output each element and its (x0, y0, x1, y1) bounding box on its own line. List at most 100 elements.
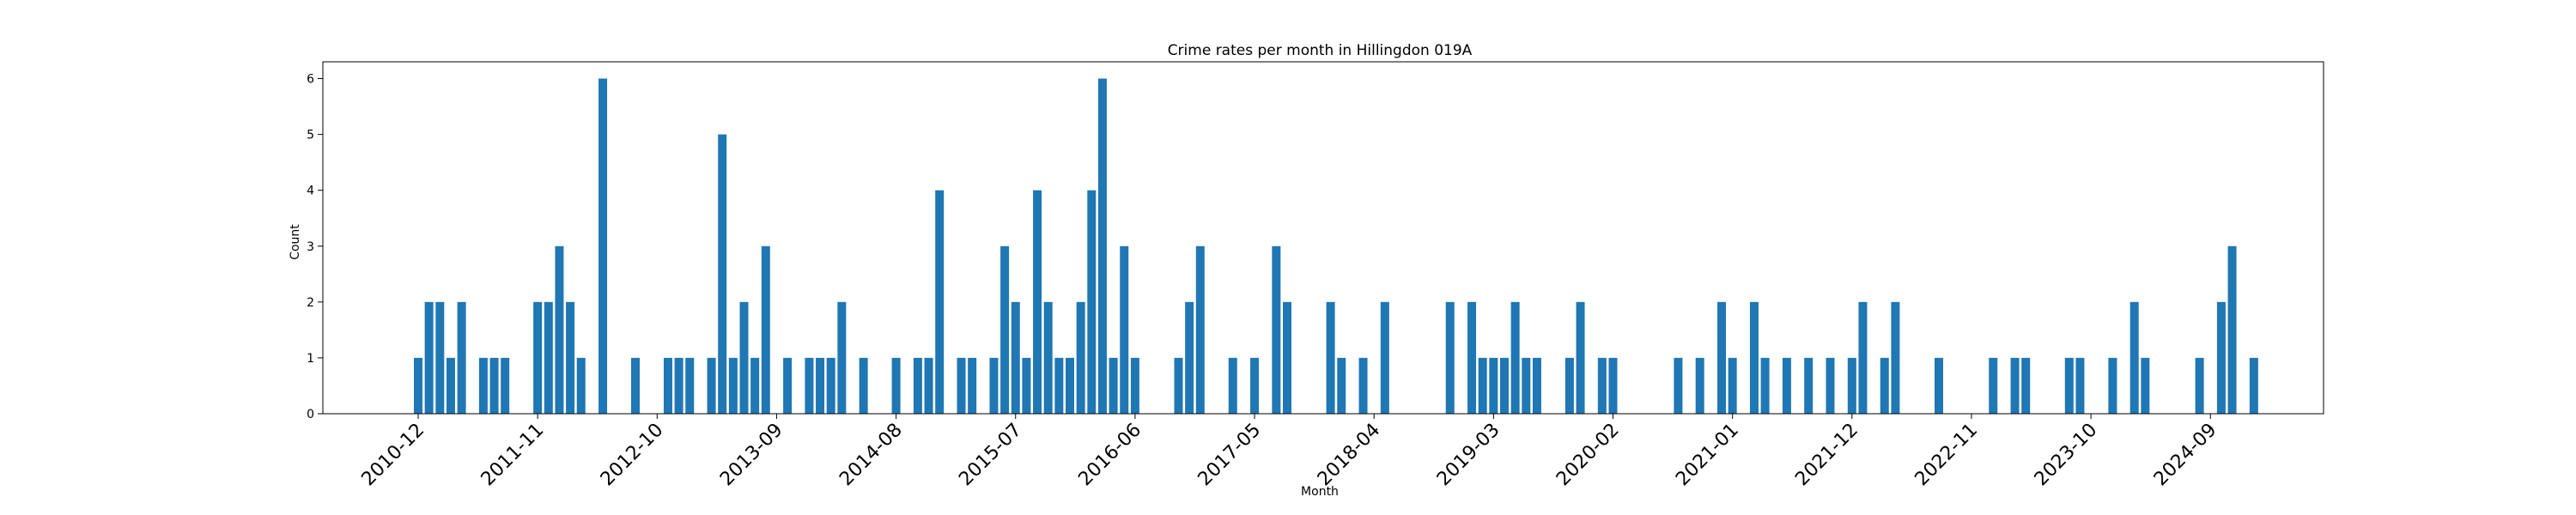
y-tick-label: 5 (307, 129, 314, 142)
bar (674, 357, 683, 414)
bar (1054, 357, 1064, 414)
bar (1250, 357, 1260, 414)
bar (489, 357, 499, 414)
bar (1380, 301, 1389, 414)
bar (478, 357, 488, 414)
bar (576, 357, 586, 414)
y-tick-label: 3 (307, 240, 314, 254)
bar (1858, 301, 1868, 414)
bar (989, 357, 999, 414)
bar (1000, 245, 1010, 414)
bar (598, 78, 608, 415)
chart-title: Crime rates per month in Hillingdon 019A (1168, 42, 1473, 59)
bar (1891, 301, 1900, 414)
bar (1097, 78, 1107, 415)
bar (783, 357, 793, 414)
bar (1109, 357, 1118, 414)
bar (2141, 357, 2150, 414)
y-tick-label: 2 (307, 296, 314, 310)
bar (1033, 190, 1042, 414)
bar (2129, 301, 2139, 414)
bar (728, 357, 738, 414)
bar (685, 357, 695, 414)
bar (1510, 301, 1520, 414)
x-axis-label: Month (1301, 485, 1339, 499)
bar (1358, 357, 1368, 414)
bar (1011, 301, 1020, 414)
bar (1532, 357, 1541, 414)
bar (1749, 301, 1759, 414)
bar (1066, 357, 1074, 414)
bar (1717, 301, 1726, 414)
bar (1130, 357, 1139, 414)
bar (533, 301, 543, 414)
bar (1326, 301, 1335, 414)
bar (1880, 357, 1889, 414)
y-tick-label: 0 (307, 408, 314, 421)
bar (805, 357, 814, 414)
bar (935, 190, 945, 414)
bar (2227, 245, 2237, 414)
bar (1522, 357, 1531, 414)
bar (1847, 357, 1856, 414)
bar (2021, 357, 2031, 414)
bar (718, 134, 727, 414)
bar (739, 301, 749, 414)
bar (816, 357, 825, 414)
y-tick-label: 6 (307, 73, 314, 87)
bar (1695, 357, 1704, 414)
bar (1195, 245, 1205, 414)
bar (2108, 357, 2117, 414)
bar (859, 357, 868, 414)
bar (555, 245, 564, 414)
bar (1283, 301, 1291, 414)
bar (1087, 190, 1097, 414)
bar (1185, 301, 1194, 414)
bar (761, 245, 770, 414)
bar (957, 357, 966, 414)
axes-frame (322, 61, 2324, 415)
bar (1804, 357, 1814, 414)
bar (1043, 301, 1053, 414)
bar (968, 357, 977, 414)
bar (1989, 357, 1998, 414)
bar (446, 357, 455, 414)
bar (826, 357, 835, 414)
bar (1467, 301, 1477, 414)
bar (2064, 357, 2074, 414)
bar (1728, 357, 1737, 414)
bar (1478, 357, 1487, 414)
bar (891, 357, 901, 414)
bar (750, 357, 760, 414)
bar (1608, 357, 1618, 414)
bar (1120, 245, 1129, 414)
bar (1022, 357, 1031, 414)
bar (2216, 301, 2226, 414)
bar (837, 301, 847, 414)
bar (566, 301, 575, 414)
bar (631, 357, 640, 414)
bar (2010, 357, 2020, 414)
y-axis-label: Count (289, 224, 302, 260)
bar (1782, 357, 1791, 414)
bar (663, 357, 672, 414)
bar (1597, 357, 1607, 414)
bar (2195, 357, 2204, 414)
bar (424, 301, 434, 414)
bar (1500, 357, 1509, 414)
bar (1760, 357, 1770, 414)
bar (2249, 357, 2258, 414)
bar (924, 357, 933, 414)
bar (1076, 301, 1085, 414)
bar (913, 357, 922, 414)
bar (544, 301, 553, 414)
bar (1337, 357, 1346, 414)
bar (1174, 357, 1183, 414)
bar (1935, 357, 1943, 414)
bar (414, 357, 422, 414)
bar (1564, 357, 1574, 414)
bar (1674, 357, 1683, 414)
bar (1272, 245, 1281, 414)
